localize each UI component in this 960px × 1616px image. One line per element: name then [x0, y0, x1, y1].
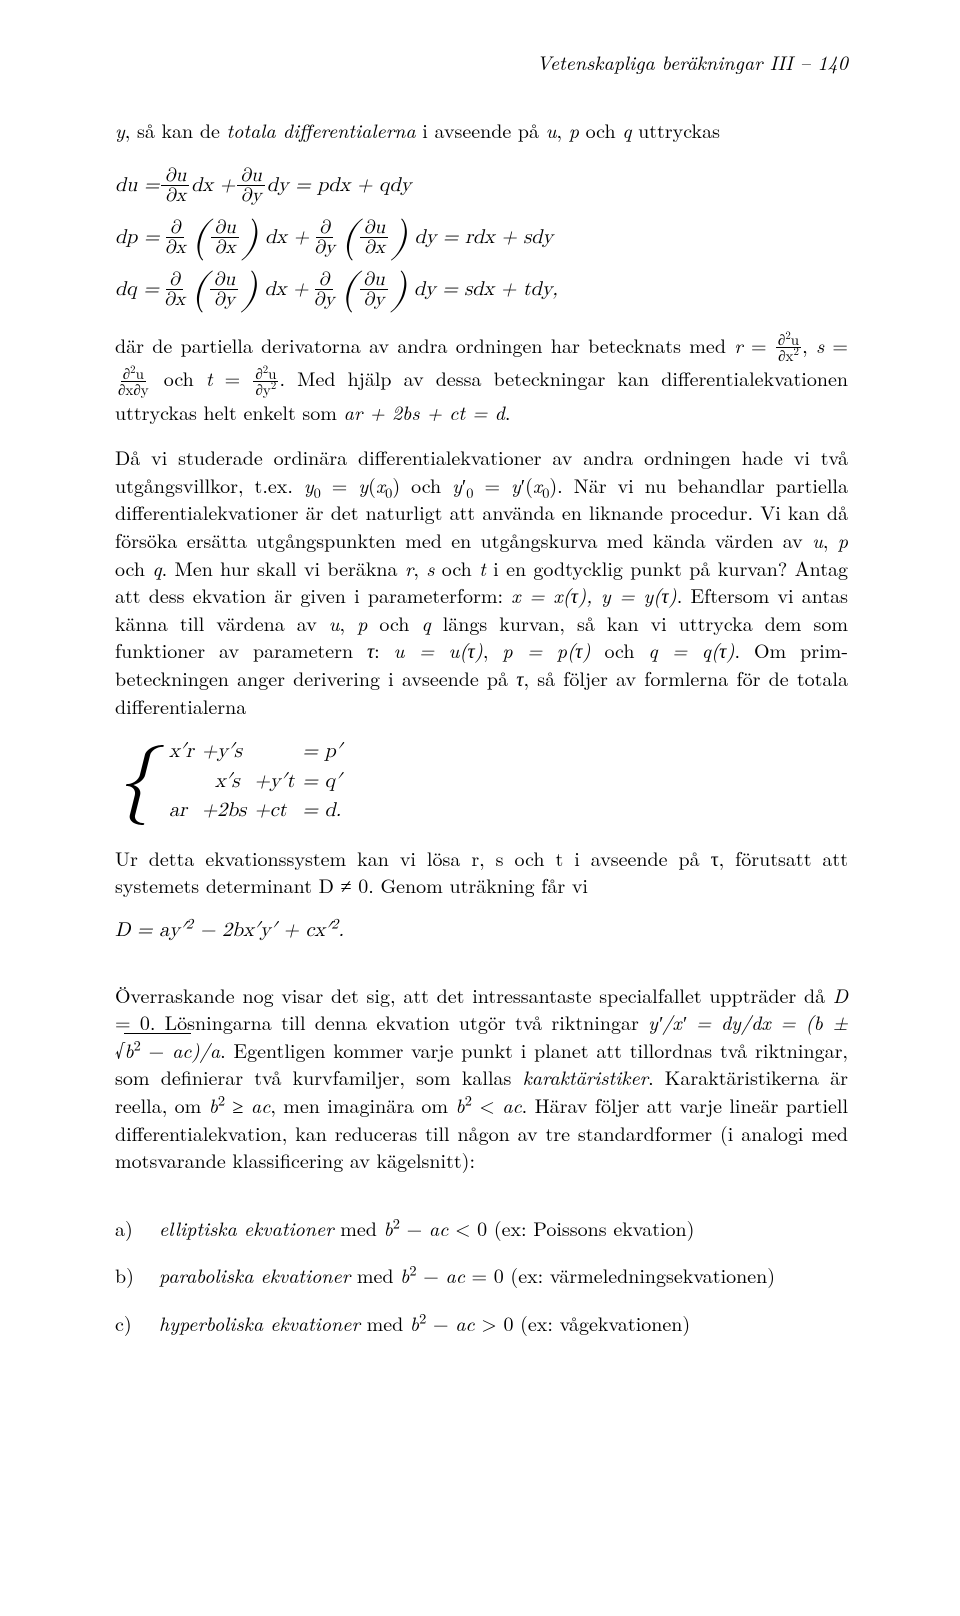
item-label: c)	[115, 1309, 159, 1337]
item-text: elliptiska ekvationer med b2 − ac < 0 (e…	[159, 1214, 694, 1242]
equation-block-du-dp-dq: du = ∂u∂xdx + ∂u∂ydy = pdx + qdy dp = ∂∂…	[115, 161, 848, 313]
list-item-a: a) elliptiska ekvationer med b2 − ac < 0…	[115, 1214, 848, 1242]
paragraph-intro: y, så kan de totala differentialerna i a…	[115, 116, 848, 144]
item-label: b)	[115, 1261, 159, 1289]
paragraph-characteristics: Överraskande nog visar det sig, att det …	[115, 981, 848, 1174]
item-text: paraboliska ekvationer med b2 − ac = 0 (…	[159, 1261, 775, 1289]
paragraph-system-solve: Ur detta ekvationssystem kan vi lösa r, …	[115, 844, 848, 899]
equation-determinant: D = ay′2 − 2bx′y′ + cx′2.	[115, 917, 848, 945]
list-item-b: b) paraboliska ekvationer med b2 − ac = …	[115, 1261, 848, 1289]
item-label: a)	[115, 1214, 159, 1242]
item-text: hyperboliska ekvationer med b2 − ac > 0 …	[159, 1309, 690, 1337]
page: Vetenskapliga beräkningar III – 140 y, s…	[0, 0, 960, 1616]
page-header: Vetenskapliga beräkningar III – 140	[115, 48, 848, 76]
paragraph-derivator: där de partiella derivatorna av andra or…	[115, 331, 848, 425]
equation-system: { x′r+y′s= p′ x′s+y′t= q′ ar+2bs+ct= d.	[115, 737, 848, 826]
list-item-c: c) hyperboliska ekvationer med b2 − ac >…	[115, 1309, 848, 1337]
brace-icon: {	[115, 747, 155, 815]
paragraph-ordinary-de: Då vi studerade ordinära differentialekv…	[115, 443, 848, 719]
